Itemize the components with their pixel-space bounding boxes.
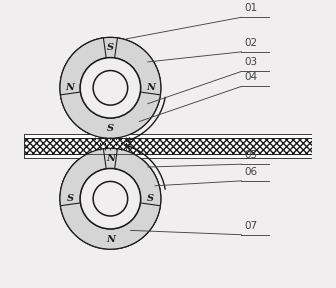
Text: 07: 07 [244, 221, 257, 231]
Wedge shape [60, 37, 160, 84]
Wedge shape [60, 92, 160, 138]
Text: S: S [107, 124, 114, 133]
Text: 06: 06 [244, 167, 257, 177]
Circle shape [60, 37, 161, 138]
Wedge shape [115, 149, 161, 249]
Text: S: S [147, 194, 154, 203]
Wedge shape [60, 203, 160, 249]
Text: S: S [67, 194, 74, 203]
Text: 02: 02 [244, 38, 257, 48]
Circle shape [80, 168, 141, 229]
Wedge shape [115, 38, 161, 138]
Bar [24, 134, 312, 158]
Text: S: S [107, 43, 114, 52]
Text: 04: 04 [244, 72, 257, 82]
Text: 05: 05 [244, 150, 257, 160]
Wedge shape [60, 148, 160, 194]
Circle shape [93, 71, 128, 105]
Circle shape [80, 58, 141, 118]
Bar [24, 134, 312, 138]
Wedge shape [60, 38, 106, 138]
Text: N: N [106, 154, 115, 163]
Text: N: N [66, 83, 75, 92]
Bar [24, 138, 312, 154]
Wedge shape [60, 149, 106, 249]
Bar [24, 154, 312, 158]
Text: N: N [146, 83, 155, 92]
Text: 03: 03 [244, 57, 257, 67]
Circle shape [60, 148, 161, 249]
Text: N: N [106, 234, 115, 244]
Circle shape [93, 181, 128, 216]
Text: 01: 01 [244, 3, 257, 13]
